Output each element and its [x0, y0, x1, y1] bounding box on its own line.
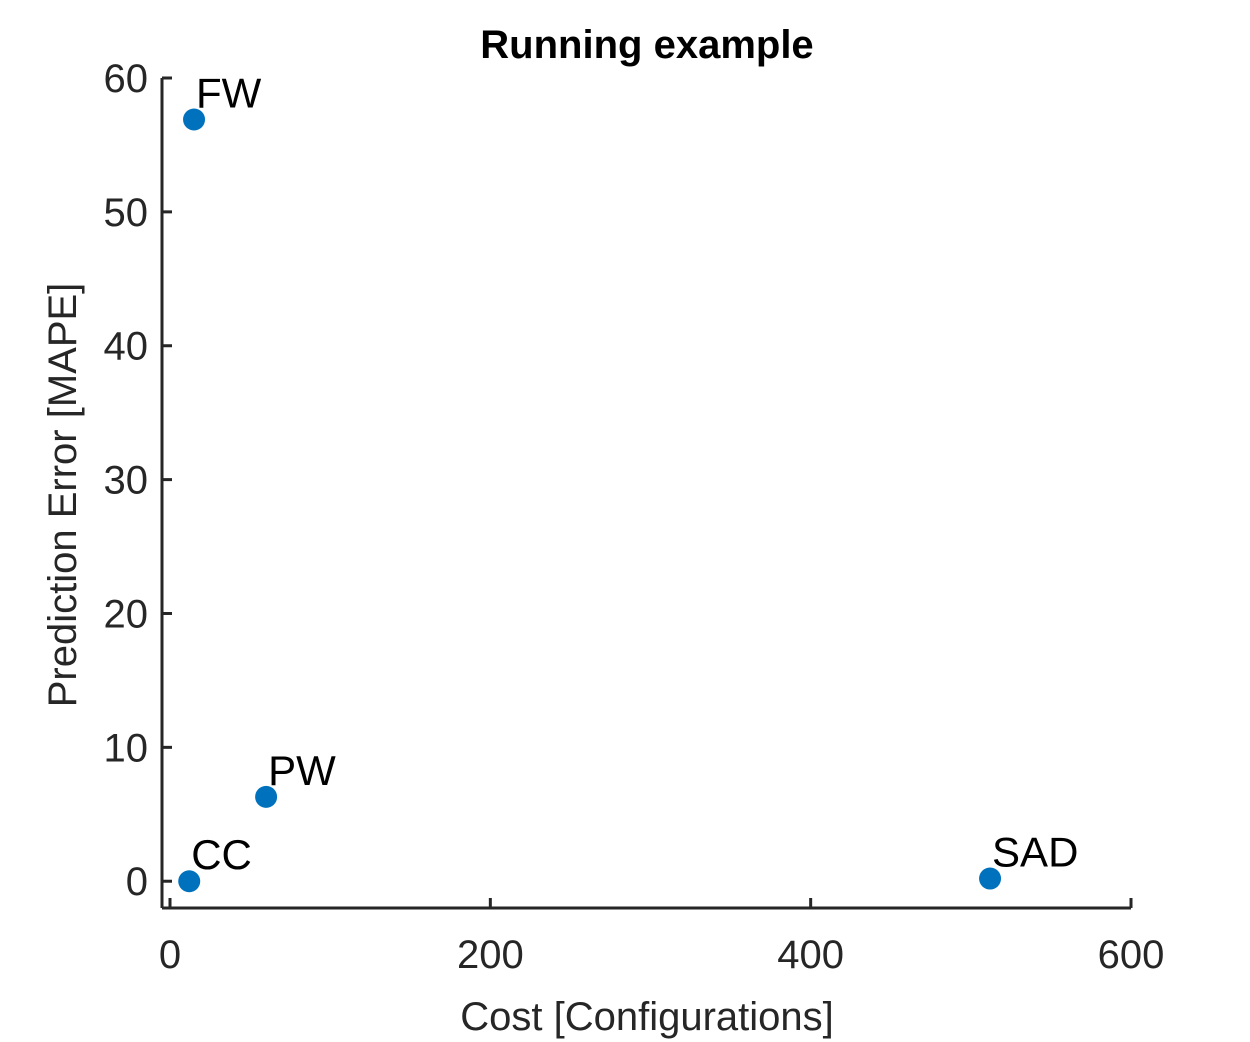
y-axis-label: Prediction Error [MAPE] — [41, 283, 85, 708]
x-tick-label: 600 — [1098, 933, 1165, 977]
x-tick-label: 200 — [457, 933, 524, 977]
y-tick-label: 60 — [104, 57, 149, 101]
point-label-cc: CC — [191, 831, 252, 878]
x-axis-label: Cost [Configurations] — [460, 995, 834, 1039]
data-points: FW PW CC SAD — [178, 70, 1078, 893]
point-label-sad: SAD — [992, 829, 1078, 876]
y-tick-label: 0 — [126, 860, 148, 904]
x-tick-label: 0 — [159, 933, 181, 977]
point-label-fw: FW — [196, 70, 262, 117]
data-point-sad — [979, 867, 1002, 890]
data-point-fw — [183, 108, 206, 131]
y-tick-label: 10 — [104, 726, 149, 770]
data-point-pw — [255, 785, 278, 808]
y-tick-label: 50 — [104, 191, 149, 235]
data-point-cc — [178, 870, 201, 893]
point-label-pw: PW — [268, 747, 336, 794]
y-tick-label: 40 — [104, 325, 149, 369]
axes: 0 200 400 600 0 10 20 30 40 50 60 — [104, 57, 1165, 977]
y-tick-label: 20 — [104, 592, 149, 636]
chart-title: Running example — [480, 23, 813, 67]
y-tick-label: 30 — [104, 459, 149, 503]
x-tick-label: 400 — [777, 933, 844, 977]
